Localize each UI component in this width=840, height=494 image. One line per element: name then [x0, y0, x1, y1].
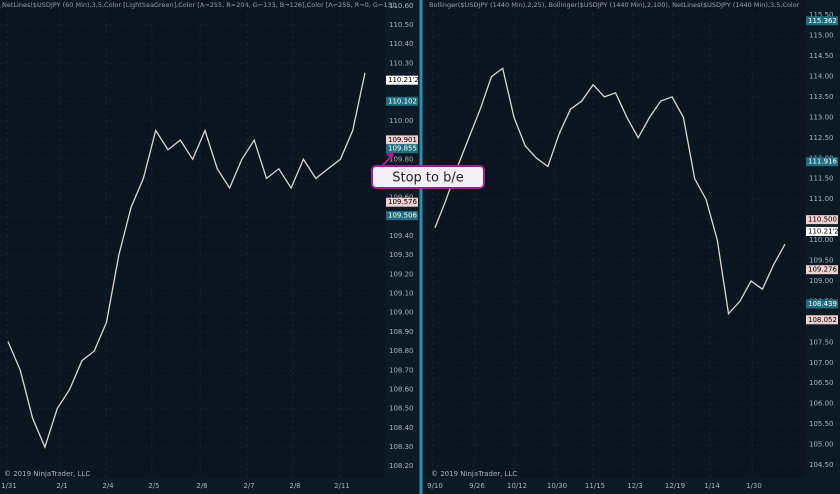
x-tick-label: 12/3 — [627, 482, 643, 490]
x-tick-label: 10/30 — [547, 482, 567, 490]
panel-header: Bollinger($USDJPY (1440 Min),2,25), Boll… — [429, 1, 800, 9]
y-tick-label: 107.00 — [809, 359, 834, 367]
y-tick-label: 108.60 — [389, 385, 414, 393]
x-tick-label: 1/30 — [746, 482, 762, 490]
x-tick-label: 9/10 — [427, 482, 443, 490]
callout-arrowhead — [386, 152, 394, 160]
price-tag — [806, 157, 838, 167]
y-tick-label: 112.50 — [809, 134, 834, 142]
y-tick-label: 108.20 — [389, 462, 414, 470]
y-tick-label: 105.50 — [809, 420, 834, 428]
price-tag-label: 110.21'2 — [808, 227, 839, 235]
price-tag — [806, 16, 838, 26]
y-tick-label: 110.00 — [809, 236, 834, 244]
y-tick-label: 109.10 — [389, 290, 414, 298]
y-tick-label: 113.50 — [809, 93, 834, 101]
price-tag — [386, 75, 418, 85]
y-tick-label: 104.50 — [809, 461, 834, 469]
x-tick-label: 9/26 — [469, 482, 485, 490]
y-tick-label: 105.00 — [809, 441, 834, 449]
copyright: © 2019 NinjaTrader, LLC — [431, 470, 517, 478]
price-tag — [386, 144, 418, 154]
y-tick-label: 108.90 — [389, 328, 414, 336]
price-tag-label: 109.506 — [388, 212, 417, 220]
price-tag-label: 110.500 — [808, 216, 837, 224]
y-tick-label: 106.00 — [809, 400, 834, 408]
y-tick-label: 109.50 — [809, 257, 834, 265]
price-tag — [806, 315, 838, 325]
y-tick-label: 109.40 — [389, 232, 414, 240]
copyright: © 2019 NinjaTrader, LLC — [4, 470, 90, 478]
y-tick-label: 109.30 — [389, 251, 414, 259]
y-tick-label: 110.50 — [389, 21, 414, 29]
right-plot — [427, 0, 805, 478]
y-tick-label: 110.40 — [389, 40, 414, 48]
y-tick-label: 110.30 — [389, 59, 414, 67]
panel-header: NetLines($USDJPY (60 Min),3,5,Color [Lig… — [2, 1, 398, 9]
y-tick-label: 109.60 — [389, 194, 414, 202]
y-tick-label: 108.80 — [389, 347, 414, 355]
y-tick-label: 111.00 — [809, 195, 834, 203]
x-tick-label: 1/31 — [1, 482, 17, 490]
callout-box — [371, 165, 485, 189]
price-tag-label: 109.276 — [808, 266, 837, 274]
price-tag — [386, 197, 418, 207]
price-line — [434, 67, 786, 316]
price-tag — [386, 211, 418, 221]
y-tick-label: 114.00 — [809, 72, 834, 80]
y-tick-label: 106.50 — [809, 379, 834, 387]
y-tick-label: 109.20 — [389, 270, 414, 278]
y-tick-label: 109.80 — [389, 155, 414, 163]
price-tag — [806, 215, 838, 225]
y-tick-label: 113.00 — [809, 113, 834, 121]
price-tag-label: 109.576 — [388, 198, 417, 206]
x-tick-label: 2/1 — [56, 482, 67, 490]
y-tick-label: 109.00 — [809, 277, 834, 285]
y-tick-label: 109.00 — [389, 309, 414, 317]
y-tick-label: 108.70 — [389, 366, 414, 374]
price-tag-label: 109.901 — [388, 136, 417, 144]
price-tag-label: 110.102 — [388, 97, 417, 105]
x-tick-label: 1/14 — [704, 482, 720, 490]
price-tag-label: 110.21'2 — [388, 76, 419, 84]
price-tag-label: 111.916 — [808, 158, 837, 166]
y-tick-label: 110.60 — [389, 2, 414, 10]
x-tick-label: 12/19 — [665, 482, 685, 490]
price-tag — [806, 299, 838, 309]
y-tick-label: 107.50 — [809, 338, 834, 346]
x-tick-label: 10/12 — [507, 482, 527, 490]
callout: Stop to b/e — [371, 152, 485, 189]
y-tick-label: 108.40 — [389, 424, 414, 432]
price-tag — [806, 226, 838, 236]
price-tag-label: 108.439 — [808, 300, 837, 308]
price-line — [7, 72, 366, 449]
price-tag — [386, 135, 418, 145]
price-tag-label: 115.362 — [808, 17, 837, 25]
y-tick-label: 108.50 — [389, 405, 414, 413]
left-plot — [0, 0, 385, 478]
price-tag-label: 108.052 — [808, 316, 837, 324]
x-tick-label: 2/7 — [243, 482, 254, 490]
y-tick-label: 108.30 — [389, 443, 414, 451]
y-tick-label: 111.50 — [809, 175, 834, 183]
y-tick-label: 114.50 — [809, 52, 834, 60]
x-tick-label: 2/4 — [102, 482, 114, 490]
x-tick-label: 2/5 — [148, 482, 159, 490]
y-tick-label: 110.00 — [389, 117, 414, 125]
y-tick-label: 115.00 — [809, 32, 834, 40]
x-tick-label: 11/15 — [585, 482, 605, 490]
price-tag — [386, 96, 418, 106]
y-tick-label: 115.50 — [809, 11, 834, 19]
x-tick-label: 2/6 — [196, 482, 208, 490]
x-tick-label: 2/8 — [289, 482, 300, 490]
price-tag — [806, 265, 838, 275]
callout-text: Stop to b/e — [392, 171, 464, 186]
x-tick-label: 2/11 — [334, 482, 350, 490]
price-tag-label: 109.855 — [388, 145, 417, 153]
